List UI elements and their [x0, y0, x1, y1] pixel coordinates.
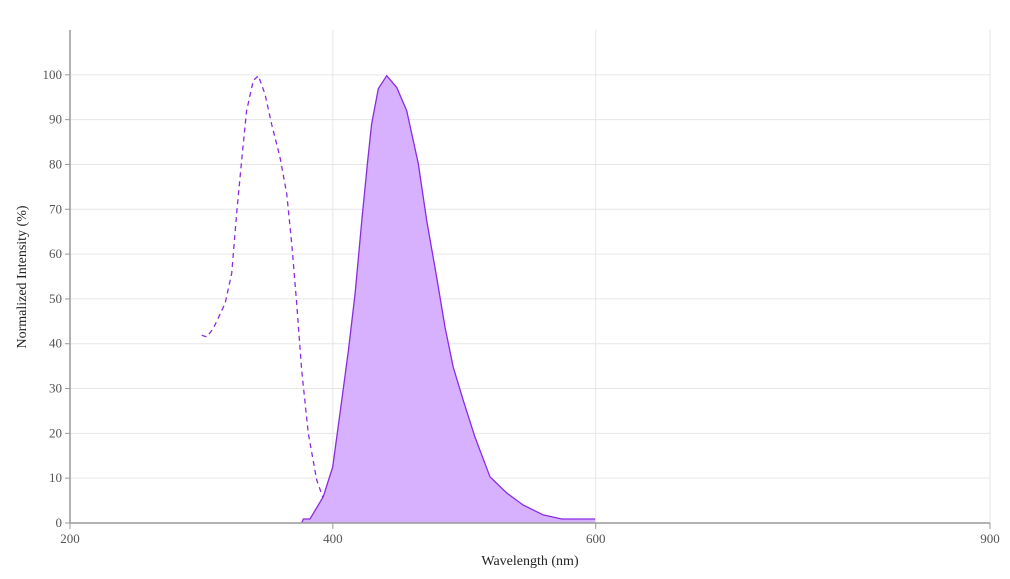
y-tick-label: 0	[56, 515, 63, 530]
y-tick-label: 60	[49, 246, 62, 261]
y-tick-label: 10	[49, 470, 62, 485]
x-tick-label: 200	[60, 531, 80, 546]
excitation-line	[201, 74, 334, 519]
x-tick-label: 900	[980, 531, 1000, 546]
y-tick-label: 20	[49, 425, 62, 440]
x-tick-label: 600	[586, 531, 606, 546]
axes: 0 10 20 30 40 50 60 70 80 90 100 200 400 600 900	[43, 30, 1000, 546]
y-axis-label: Normalized Intensity (%)	[15, 205, 30, 348]
x-tick-label: 400	[323, 531, 343, 546]
y-tick-label: 100	[43, 67, 63, 82]
y-tick-label: 90	[49, 112, 62, 127]
y-tick-label: 30	[49, 381, 62, 396]
grid	[70, 30, 991, 523]
y-tick-label: 40	[49, 336, 62, 351]
series-layer	[201, 74, 596, 524]
x-axis-label: Wavelength (nm)	[481, 554, 579, 569]
emission-area	[301, 75, 596, 523]
emission-line	[301, 74, 596, 524]
y-tick-label: 80	[49, 156, 62, 171]
y-tick-label: 70	[49, 201, 62, 216]
y-tick-label: 50	[49, 291, 62, 306]
